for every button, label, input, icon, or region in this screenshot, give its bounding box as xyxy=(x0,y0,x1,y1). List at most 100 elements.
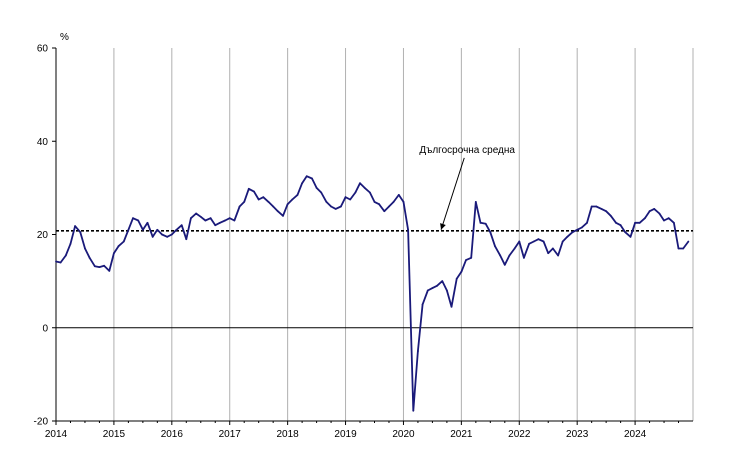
data-point xyxy=(417,350,419,352)
data-point xyxy=(460,270,463,273)
data-point xyxy=(576,228,579,231)
data-point xyxy=(190,217,192,220)
data-point xyxy=(267,200,270,203)
data-point xyxy=(388,205,390,208)
data-point xyxy=(513,247,516,250)
data-point xyxy=(634,221,636,224)
data-point xyxy=(441,280,444,283)
data-point xyxy=(484,222,487,225)
x-tick-label: 2020 xyxy=(392,429,415,440)
y-tick-label: -20 xyxy=(34,417,49,428)
x-tick-label: 2022 xyxy=(508,429,531,440)
series xyxy=(55,175,690,412)
data-point xyxy=(228,217,231,220)
data-point xyxy=(590,205,593,208)
data-point xyxy=(615,221,617,224)
data-point xyxy=(262,196,265,199)
x-tick-label: 2015 xyxy=(103,429,126,440)
data-point xyxy=(344,196,347,199)
data-point xyxy=(368,191,371,194)
data-point xyxy=(629,235,632,238)
tick-labels: -20 0 20 40 60 2014 2015 2016 2017 2018 2019 2020 20… xyxy=(34,32,647,440)
data-point xyxy=(204,219,207,222)
data-point xyxy=(253,190,255,193)
data-point xyxy=(523,256,525,259)
data-point xyxy=(296,193,299,196)
data-point xyxy=(272,205,275,208)
data-point xyxy=(137,219,140,222)
data-point xyxy=(605,210,608,213)
x-tick-label: 2021 xyxy=(450,429,473,440)
data-point xyxy=(595,205,598,208)
data-point xyxy=(233,219,236,222)
data-point xyxy=(69,242,72,245)
data-point xyxy=(55,260,57,263)
data-point xyxy=(373,200,376,203)
data-point xyxy=(648,210,651,213)
data-point xyxy=(653,207,656,210)
data-point xyxy=(557,254,559,257)
data-point xyxy=(479,221,482,224)
data-point xyxy=(499,254,502,257)
data-point xyxy=(561,240,564,243)
data-point xyxy=(359,182,361,185)
data-point xyxy=(532,240,535,243)
data-point xyxy=(687,240,690,243)
data-point xyxy=(209,217,212,220)
data-point xyxy=(166,235,169,238)
annotation-arrowhead xyxy=(440,223,446,230)
x-tick-label: 2016 xyxy=(161,429,184,440)
data-point xyxy=(508,254,511,257)
y-tick-label: 60 xyxy=(37,44,49,55)
data-point xyxy=(667,217,670,220)
data-point xyxy=(161,233,163,236)
data-point xyxy=(315,186,318,189)
series-line-0 xyxy=(55,175,690,412)
data-point xyxy=(127,228,130,231)
data-point xyxy=(214,224,217,227)
x-tick-label: 2019 xyxy=(334,429,357,440)
data-point xyxy=(412,409,415,412)
data-point xyxy=(600,207,603,210)
data-point xyxy=(677,247,680,250)
data-point xyxy=(247,187,250,190)
data-point xyxy=(282,214,284,217)
data-point xyxy=(383,210,386,213)
data-point xyxy=(663,219,665,222)
data-point xyxy=(88,256,91,259)
data-point xyxy=(84,247,86,250)
data-point xyxy=(195,212,198,215)
data-point xyxy=(311,177,313,180)
data-point xyxy=(619,224,622,227)
data-point xyxy=(392,200,395,203)
data-point xyxy=(407,228,409,231)
data-point xyxy=(503,263,506,266)
annotation-text: Дългосрочна средна xyxy=(419,145,515,156)
data-point xyxy=(122,240,125,243)
data-point xyxy=(98,266,101,269)
x-tick-label: 2014 xyxy=(45,429,68,440)
data-point xyxy=(537,238,540,241)
data-point xyxy=(542,240,545,243)
data-point xyxy=(551,247,554,250)
data-point xyxy=(494,245,496,248)
data-point xyxy=(156,228,159,231)
data-point xyxy=(672,221,675,224)
data-point xyxy=(436,284,438,287)
data-point xyxy=(320,191,323,194)
data-point xyxy=(257,198,260,201)
y-tick-label: 40 xyxy=(37,137,49,148)
data-point xyxy=(108,269,111,272)
data-point xyxy=(445,289,448,292)
data-point xyxy=(93,265,96,268)
data-point xyxy=(334,207,337,210)
data-point xyxy=(580,226,583,229)
data-point xyxy=(644,217,646,220)
gridlines xyxy=(113,48,636,421)
annotation-arrow xyxy=(440,157,465,230)
annotation: Дългосрочна средна xyxy=(419,145,515,230)
data-point xyxy=(330,205,332,208)
data-point xyxy=(421,303,424,306)
data-point xyxy=(238,205,241,208)
